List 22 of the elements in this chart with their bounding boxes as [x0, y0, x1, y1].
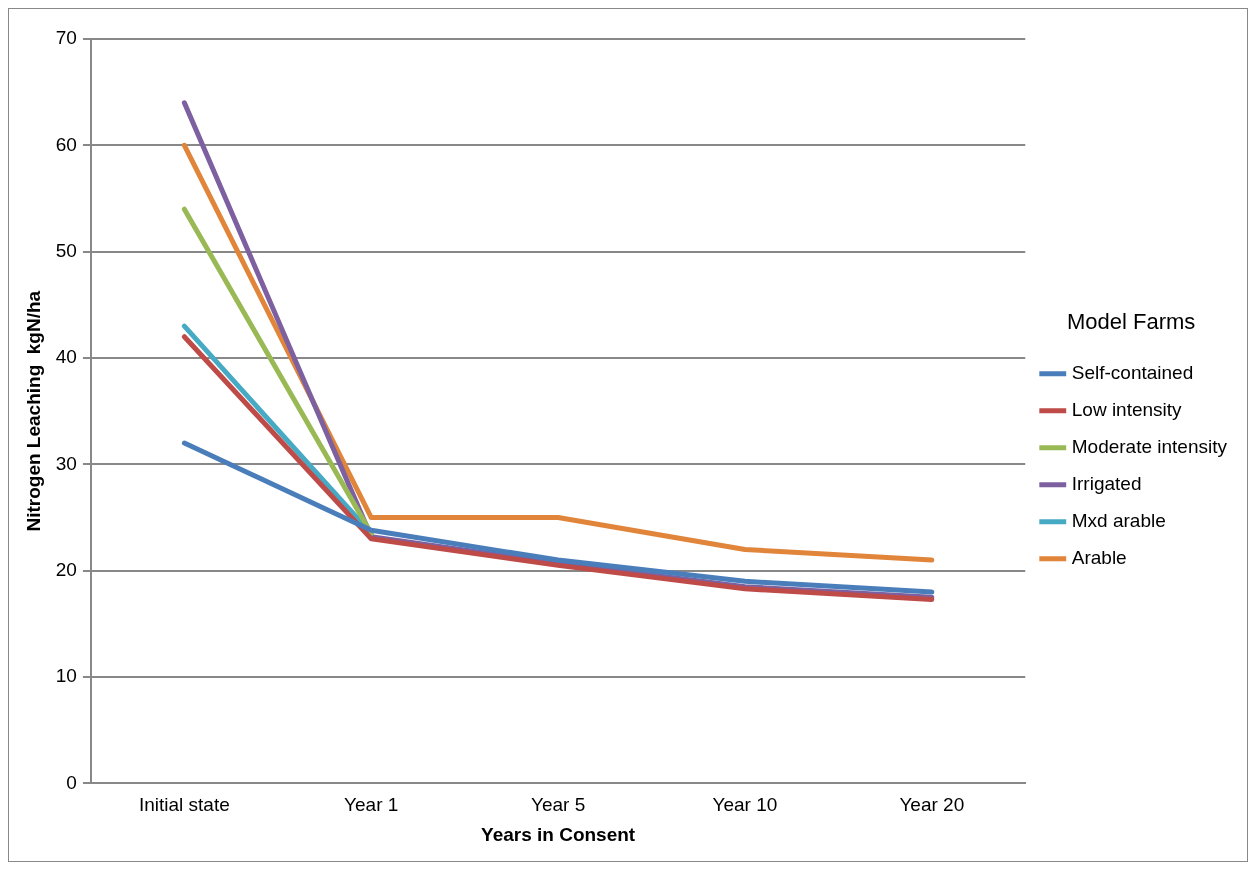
legend-label: Arable — [1071, 546, 1127, 568]
y-tick-label: 50 — [55, 239, 77, 261]
y-tick-label: 20 — [55, 558, 77, 580]
y-tick-label: 0 — [66, 771, 77, 793]
y-tick-label: 10 — [55, 665, 77, 687]
y-tick-label: 40 — [55, 346, 77, 368]
y-tick-label: 70 — [55, 27, 77, 49]
y-axis-title: Nitrogen Leaching kgN/ha — [22, 290, 44, 532]
legend-label: Irrigated — [1071, 472, 1142, 494]
x-tick-label: Year 1 — [344, 794, 399, 816]
legend-title: Model Farms — [1066, 308, 1196, 334]
y-tick-label: 60 — [55, 133, 77, 155]
legend-label: Mxd arable — [1071, 509, 1166, 531]
legend-label: Moderate intensity — [1071, 435, 1228, 457]
y-tick-label: 30 — [55, 452, 77, 474]
x-tick-label: Initial state — [138, 794, 230, 816]
x-tick-label: Year 5 — [530, 794, 586, 816]
legend-label: Self-contained — [1071, 361, 1194, 383]
x-tick-label: Year 20 — [899, 794, 965, 816]
legend-label: Low intensity — [1071, 398, 1183, 420]
x-axis-title: Years in Consent — [481, 823, 636, 845]
x-tick-label: Year 10 — [712, 794, 778, 816]
